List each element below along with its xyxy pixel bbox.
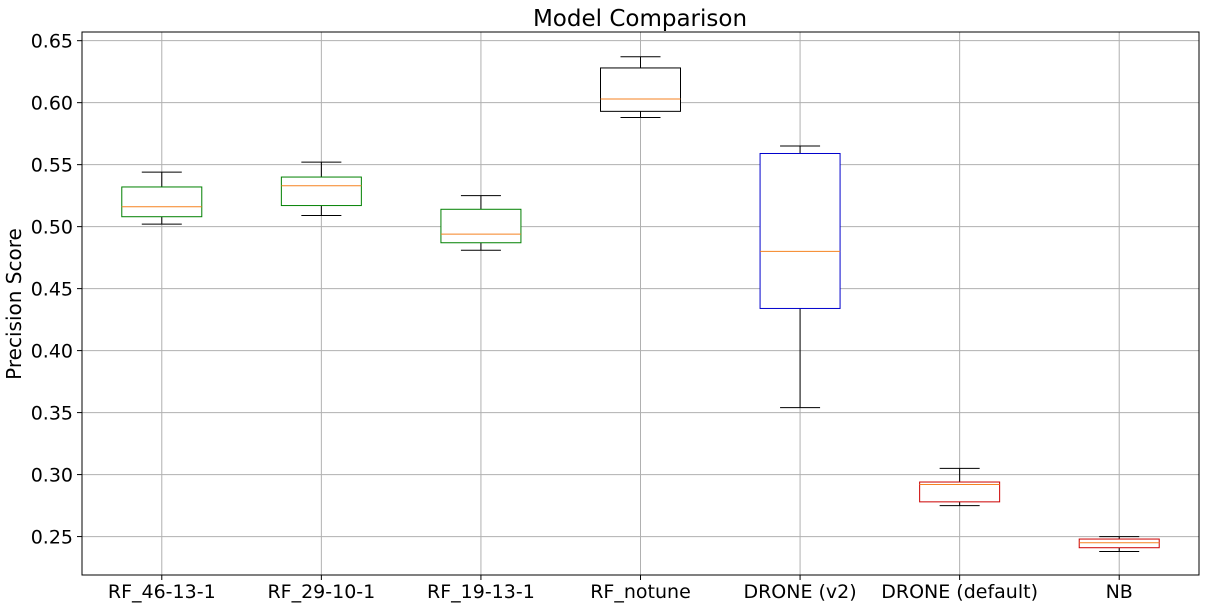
box bbox=[280, 176, 362, 207]
tick-layer: 0.25 0.30 0.35 0.40 0.45 0.50 0.55 0.60 0.65 RF_4… bbox=[31, 31, 1133, 603]
x-tick-label: RF_46-13-1 bbox=[108, 581, 216, 603]
x-tick-label: NB bbox=[1106, 581, 1133, 603]
y-tick-label: 0.55 bbox=[31, 155, 73, 177]
box-plot-rf-19-13-1 bbox=[440, 195, 522, 251]
box-plot-drone-v2 bbox=[759, 145, 841, 409]
box bbox=[440, 208, 522, 244]
box bbox=[1078, 538, 1160, 549]
y-tick-label: 0.30 bbox=[31, 465, 73, 487]
box bbox=[759, 152, 841, 309]
box bbox=[919, 481, 1001, 503]
y-tick-label: 0.65 bbox=[31, 31, 73, 53]
x-tick-label: DRONE (default) bbox=[881, 581, 1038, 603]
y-tick-label: 0.25 bbox=[31, 527, 73, 549]
x-tick-label: RF_19-13-1 bbox=[427, 581, 535, 603]
box-plot-drone-default bbox=[919, 467, 1001, 507]
box-plot-rf-29-10-1 bbox=[280, 161, 362, 216]
box bbox=[121, 186, 203, 218]
box-plot-rf-46-13-1 bbox=[121, 171, 203, 225]
box-plot-rf-notune bbox=[600, 56, 681, 119]
x-tick-label: RF_notune bbox=[590, 581, 691, 603]
y-tick-label: 0.35 bbox=[31, 403, 73, 425]
y-tick-label: 0.45 bbox=[31, 279, 73, 301]
box bbox=[600, 67, 681, 112]
x-tick-label: DRONE (v2) bbox=[743, 581, 856, 603]
x-tick-label: RF_29-10-1 bbox=[267, 581, 375, 603]
y-axis-label: Precision Score bbox=[2, 228, 26, 380]
y-tick-label: 0.60 bbox=[31, 93, 73, 115]
y-tick-label: 0.50 bbox=[31, 217, 73, 239]
chart-title: Model Comparison bbox=[533, 6, 747, 32]
box-layer bbox=[121, 56, 1160, 552]
y-tick-label: 0.40 bbox=[31, 341, 73, 363]
box-plot-nb bbox=[1078, 536, 1160, 552]
